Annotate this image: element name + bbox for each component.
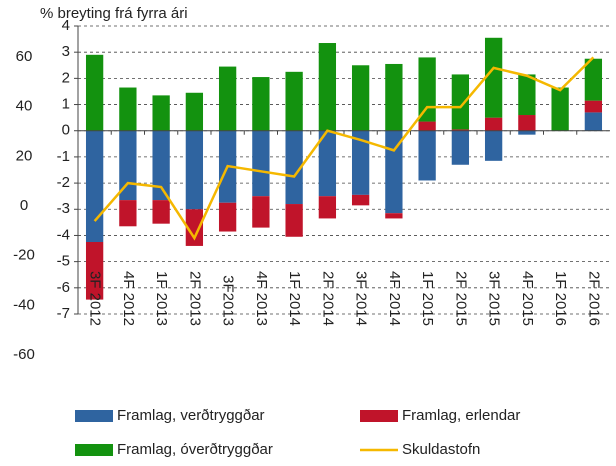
- y-tick-label: -1: [57, 148, 70, 165]
- bar: [518, 130, 536, 135]
- bar: [584, 100, 603, 113]
- bar: [119, 87, 137, 131]
- y-tick-label: -4: [57, 226, 70, 243]
- chart-title: % breyting frá fyrra ári: [40, 5, 188, 22]
- bar: [351, 65, 370, 131]
- legend-swatch: [360, 410, 398, 422]
- bar: [385, 213, 403, 219]
- y-tick-label: 0: [62, 122, 70, 139]
- y2-tick-label: -60: [13, 346, 35, 363]
- legend-label: Framlag, erlendar: [402, 407, 520, 424]
- x-tick-label: 3F 2012: [87, 271, 104, 326]
- legend-label: Framlag, óverðtryggðar: [117, 441, 273, 458]
- bar: [85, 242, 104, 300]
- bar: [285, 71, 303, 131]
- bar: [551, 87, 569, 131]
- x-tick-label: 1F 2015: [419, 271, 436, 326]
- bar: [252, 130, 270, 197]
- legend-label: Framlag, verðtryggðar: [117, 407, 265, 424]
- bar: [451, 130, 470, 165]
- y-tick-label: 4: [62, 17, 70, 34]
- y2-tick-label: 40: [16, 98, 33, 115]
- y-tick-label: 3: [62, 43, 70, 60]
- x-tick-label: 2F 2014: [319, 271, 336, 326]
- y-tick-label: -7: [57, 305, 70, 322]
- bar: [252, 196, 270, 228]
- bar: [185, 92, 204, 131]
- bar: [318, 196, 337, 219]
- x-tick-label: 4F 2014: [386, 271, 403, 326]
- x-tick-label: 2F 2013: [186, 271, 203, 326]
- legend-swatch: [75, 410, 113, 422]
- x-tick-label: 1F 2016: [552, 271, 569, 326]
- x-tick-label: 1F 2013: [153, 271, 170, 326]
- bar: [218, 202, 237, 232]
- y-tick-label: -3: [57, 200, 70, 217]
- y-tick-label: -2: [57, 174, 70, 191]
- bar: [418, 130, 436, 181]
- x-tick-label: 4F 2015: [519, 271, 536, 326]
- y2-tick-label: 20: [16, 147, 33, 164]
- legend-swatch: [75, 444, 113, 456]
- bar: [584, 112, 603, 131]
- y2-tick-label: 60: [16, 48, 33, 65]
- bar: [318, 43, 337, 131]
- y-tick-label: -6: [57, 279, 70, 296]
- x-tick-label: 3F 2014: [353, 271, 370, 326]
- y2-tick-label: 0: [20, 197, 28, 214]
- bar: [451, 74, 470, 130]
- bar: [152, 130, 170, 201]
- x-tick-label: 2F 2015: [452, 271, 469, 326]
- x-tick-label: 2F 2016: [585, 271, 602, 326]
- x-tick-label: 3F 2015: [486, 271, 503, 326]
- bar: [152, 200, 170, 224]
- y2-tick-label: -40: [13, 296, 35, 313]
- y2-tick-label: -20: [13, 247, 35, 264]
- bar: [285, 130, 303, 205]
- bar: [518, 74, 536, 116]
- bar: [484, 117, 503, 131]
- y-tick-label: 1: [62, 96, 70, 113]
- x-tick-label: 4F 2013: [253, 271, 270, 326]
- x-tick-label: 3F2013: [220, 275, 237, 326]
- bar: [351, 194, 370, 206]
- bar: [484, 37, 503, 118]
- bar: [185, 209, 204, 246]
- legend-label: Skuldastofn: [402, 441, 480, 458]
- bar: [152, 95, 170, 131]
- bar: [518, 115, 536, 131]
- bar: [418, 57, 436, 122]
- bar: [285, 204, 303, 237]
- bar: [351, 130, 370, 195]
- bar: [119, 200, 137, 227]
- bar: [584, 58, 603, 101]
- x-tick-label: 4F 2012: [120, 271, 137, 326]
- bar: [85, 130, 104, 242]
- bar: [385, 130, 403, 214]
- bar: [451, 129, 470, 131]
- bar: [385, 63, 403, 131]
- bar: [185, 130, 204, 210]
- bar: [484, 130, 503, 161]
- bar: [318, 130, 337, 197]
- x-tick-label: 1F 2014: [286, 271, 303, 326]
- bar: [218, 66, 237, 131]
- bar: [252, 77, 270, 131]
- line: [93, 56, 595, 241]
- y-tick-label: 2: [62, 69, 70, 86]
- bar: [85, 54, 104, 131]
- y-tick-label: -5: [57, 253, 70, 270]
- bar: [418, 121, 436, 131]
